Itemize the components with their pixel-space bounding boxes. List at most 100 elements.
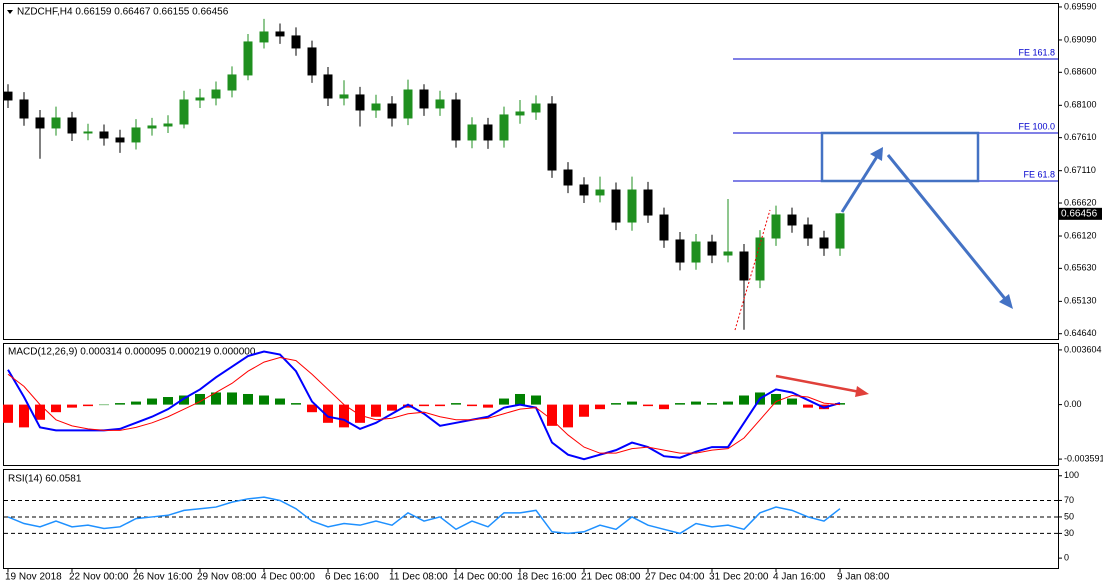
- histogram-bar: [579, 404, 589, 417]
- x-tick-label: 11 Dec 08:00: [389, 572, 448, 583]
- histogram-bar: [787, 398, 797, 405]
- candle-body: [595, 189, 605, 196]
- candle-body: [675, 239, 685, 263]
- arrow-up-head: [870, 147, 883, 161]
- candle-body: [323, 74, 333, 99]
- histogram-bar: [371, 404, 381, 417]
- candle-body: [739, 251, 749, 281]
- y-tick-label: 0.66620: [1064, 197, 1097, 207]
- candle-body: [659, 214, 669, 241]
- histogram-bar: [243, 393, 253, 405]
- histogram-bar: [83, 404, 93, 407]
- candle-body: [627, 189, 637, 223]
- candle-body: [531, 103, 541, 113]
- candle-body: [467, 124, 477, 141]
- x-tick-label: 29 Nov 08:00: [197, 572, 257, 583]
- y-tick-label: 0.00: [1064, 399, 1082, 409]
- histogram-bar: [179, 395, 189, 405]
- x-tick-label: 6 Dec 16:00: [325, 572, 379, 583]
- candle-body: [547, 103, 557, 171]
- x-tick-label: 22 Nov 00:00: [69, 572, 129, 583]
- candle-body: [291, 35, 301, 49]
- histogram-bar: [307, 404, 317, 413]
- histogram-bar: [467, 404, 477, 407]
- candle-body: [371, 103, 381, 111]
- candle-body: [723, 251, 733, 256]
- histogram-bar: [723, 401, 733, 405]
- candle-body: [147, 125, 157, 129]
- candle-body: [115, 137, 125, 143]
- candle-body: [51, 117, 61, 129]
- rsi-panel: [3, 469, 1059, 569]
- panel-title: RSI(14) 60.0581: [8, 474, 82, 485]
- y-tick-label: 0.67610: [1064, 132, 1097, 142]
- y-tick-label: 0.66120: [1064, 230, 1097, 240]
- candle-body: [307, 47, 317, 76]
- indicator-line: [7, 357, 841, 454]
- x-tick-label: 21 Dec 08:00: [581, 572, 641, 583]
- histogram-bar: [707, 403, 717, 405]
- candle-body: [643, 189, 653, 216]
- candle-body: [579, 184, 589, 196]
- price-panel: [3, 3, 1059, 340]
- candle-body: [227, 74, 237, 91]
- histogram-bar: [419, 404, 429, 407]
- x-tick-label: 9 Jan 08:00: [837, 572, 890, 583]
- x-tick-label: 27 Dec 04:00: [645, 572, 705, 583]
- candle-body: [67, 117, 77, 134]
- histogram-bar: [51, 404, 61, 413]
- candle-body: [691, 241, 701, 263]
- last-price-label: 0.66456: [1061, 208, 1098, 219]
- candle-body: [787, 214, 797, 226]
- candle-body: [83, 131, 93, 134]
- histogram-bar: [19, 404, 29, 428]
- histogram-bar: [35, 404, 45, 420]
- candle-body: [563, 169, 573, 186]
- histogram-bar: [211, 392, 221, 405]
- last-price-box: [1058, 207, 1102, 220]
- y-tick-label: 0.68600: [1064, 67, 1097, 77]
- candle-body: [179, 99, 189, 125]
- histogram-bar: [67, 404, 77, 408]
- candle-body: [515, 111, 525, 116]
- histogram-bar: [451, 403, 461, 405]
- candle-body: [19, 99, 29, 119]
- histogram-bar: [483, 404, 493, 408]
- arrow-up: [840, 154, 880, 213]
- candle-body: [611, 189, 621, 223]
- histogram-bar: [115, 403, 125, 405]
- candle-body: [163, 123, 173, 127]
- histogram-bar: [771, 393, 781, 405]
- histogram-bar: [499, 398, 509, 405]
- histogram-bar: [259, 395, 269, 405]
- y-tick-label: 0: [1064, 552, 1069, 562]
- candle-body: [419, 89, 429, 109]
- histogram-bar: [163, 397, 173, 405]
- histogram-bar: [739, 395, 749, 405]
- y-tick-label: 0.67110: [1064, 165, 1096, 175]
- candle-body: [339, 94, 349, 99]
- candle-body: [387, 103, 397, 119]
- x-tick-label: 14 Dec 00:00: [453, 572, 513, 583]
- candle-body: [819, 237, 829, 249]
- histogram-bar: [547, 404, 557, 426]
- y-tick-label: 50: [1064, 511, 1074, 521]
- histogram-bar: [339, 404, 349, 428]
- annotations: [734, 131, 1013, 397]
- candle-body: [259, 31, 269, 43]
- candle-body: [707, 241, 717, 256]
- candle-body: [195, 97, 205, 101]
- histogram-bar: [275, 398, 285, 405]
- histogram-bar: [627, 401, 637, 405]
- y-tick-label: 0.69590: [1064, 1, 1097, 11]
- x-tick-label: 4 Dec 00:00: [261, 572, 315, 583]
- x-tick-label: 26 Nov 16:00: [133, 572, 193, 583]
- candle-body: [403, 89, 413, 119]
- indicator-line: [7, 350, 841, 461]
- histogram-bar: [611, 403, 621, 405]
- menu-triangle: [7, 10, 13, 14]
- candle-body: [3, 91, 13, 101]
- candle-body: [355, 94, 365, 111]
